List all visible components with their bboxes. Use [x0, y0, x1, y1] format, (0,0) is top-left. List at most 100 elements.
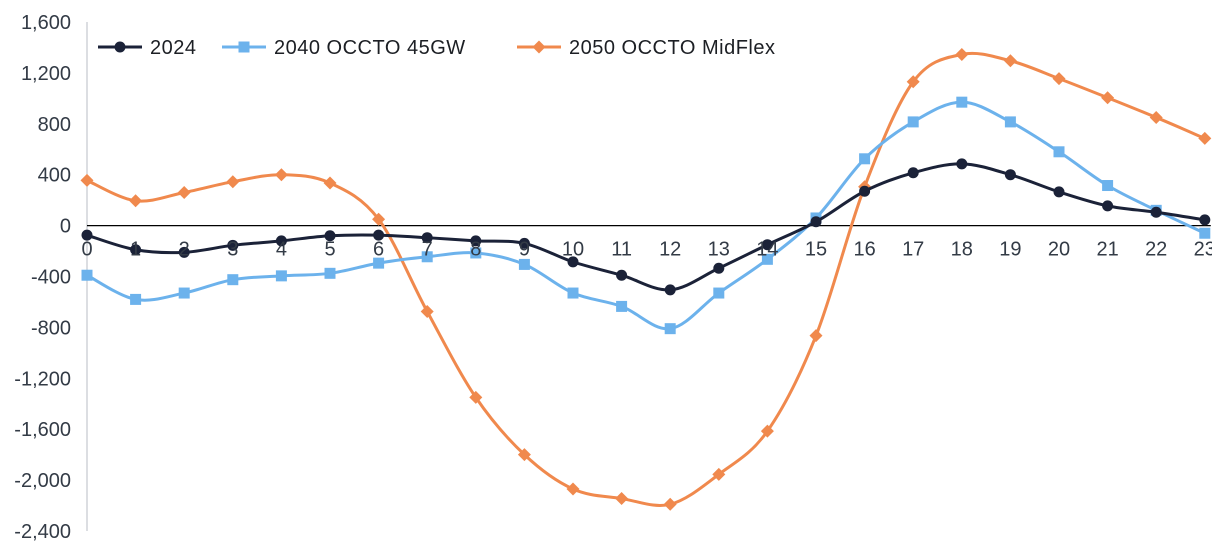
data-point	[713, 287, 725, 299]
data-point	[81, 229, 93, 241]
data-point	[713, 262, 725, 274]
y-tick-label: -1,200	[14, 368, 71, 390]
data-point	[275, 270, 287, 282]
data-point	[518, 237, 530, 249]
data-point	[1003, 54, 1017, 68]
x-tick-label: 8	[470, 239, 481, 261]
data-point	[760, 424, 774, 438]
data-point	[761, 239, 773, 251]
data-point	[518, 258, 530, 270]
x-tick-label: 17	[902, 239, 924, 261]
x-tick-label: 16	[853, 239, 875, 261]
x-tick-label: 18	[951, 239, 973, 261]
legend-item-1: 2040 OCCTO 45GW	[222, 37, 465, 59]
x-tick-label: 6	[373, 239, 384, 261]
data-point	[809, 329, 823, 343]
x-tick-label: 22	[1145, 239, 1167, 261]
x-axis-tick-labels: 0 1 2 3 4 5 6 7 8 9 10 11 12 13 14 15 16 17 18 19 20 21 22 23	[81, 239, 1212, 261]
data-point	[955, 47, 969, 61]
legend-label: 2024	[150, 37, 197, 59]
data-point	[664, 284, 676, 296]
x-tick-label: 4	[276, 239, 287, 261]
data-point	[226, 175, 240, 189]
y-tick-label: 0	[60, 216, 71, 238]
data-point	[810, 216, 822, 228]
data-point	[616, 269, 628, 281]
data-point	[616, 300, 628, 312]
legend: 2024 2040 OCCTO 45GW 2050 OCCTO MidFlex	[98, 37, 775, 59]
series-0	[81, 158, 1211, 296]
legend-item-2: 2050 OCCTO MidFlex	[517, 37, 775, 59]
legend-marker	[238, 41, 250, 53]
x-tick-label: 11	[611, 239, 632, 261]
data-point	[956, 96, 968, 108]
data-point	[907, 167, 919, 179]
data-point	[81, 269, 93, 281]
data-point	[1102, 200, 1114, 212]
data-point	[1150, 206, 1162, 218]
series-line-0	[86, 162, 1206, 292]
data-point	[1199, 227, 1211, 239]
data-point	[177, 186, 191, 200]
x-tick-label: 2	[179, 239, 190, 261]
data-point	[517, 448, 531, 462]
data-point	[469, 390, 483, 404]
series-line-1	[86, 100, 1206, 331]
x-tick-label: 3	[227, 239, 238, 261]
data-point	[130, 293, 142, 305]
x-tick-label: 21	[1096, 239, 1118, 261]
x-tick-label: 23	[1194, 239, 1212, 261]
y-tick-label: 800	[38, 114, 71, 136]
legend-marker	[532, 40, 546, 54]
data-point	[178, 246, 190, 258]
x-tick-label: 19	[999, 239, 1021, 261]
data-point	[1198, 131, 1212, 145]
data-point	[275, 235, 287, 247]
y-tick-label: -800	[31, 317, 71, 339]
data-point	[80, 173, 94, 187]
data-point	[615, 492, 629, 506]
data-point	[420, 304, 434, 318]
x-tick-label: 14	[756, 239, 778, 261]
data-point	[663, 497, 677, 511]
series-line-2	[86, 51, 1206, 507]
data-point	[664, 323, 676, 335]
y-tick-label: 1,200	[21, 63, 71, 85]
legend-label: 2050 OCCTO MidFlex	[569, 37, 775, 59]
data-point	[1004, 169, 1016, 181]
data-point	[227, 274, 239, 286]
data-point	[324, 230, 336, 242]
y-tick-label: -1,600	[14, 419, 71, 441]
x-tick-label: 1	[130, 239, 141, 261]
x-tick-label: 10	[562, 239, 584, 261]
x-tick-label: 9	[519, 239, 530, 261]
data-point	[129, 194, 143, 208]
data-point	[1199, 214, 1211, 226]
data-point	[1101, 91, 1115, 105]
data-point	[1052, 72, 1066, 86]
x-tick-label: 0	[81, 239, 92, 261]
data-point	[227, 239, 239, 251]
data-point	[907, 116, 919, 128]
x-tick-label: 5	[324, 239, 335, 261]
x-tick-label: 12	[659, 239, 681, 261]
data-point	[859, 153, 871, 165]
series-layer	[80, 47, 1212, 511]
x-tick-label: 13	[708, 239, 730, 261]
data-point	[761, 253, 773, 265]
data-point	[567, 287, 579, 299]
series-2	[80, 47, 1212, 511]
data-point	[859, 185, 871, 197]
data-point	[421, 232, 433, 244]
y-tick-label: 400	[38, 165, 71, 187]
data-point	[323, 176, 337, 190]
y-tick-label: -400	[31, 267, 71, 289]
series-1	[81, 96, 1211, 335]
y-tick-label: 1,600	[21, 12, 71, 34]
y-tick-label: -2,000	[14, 470, 71, 492]
data-point	[373, 257, 385, 269]
legend-item-0: 2024	[98, 37, 197, 59]
data-point	[956, 158, 968, 170]
data-point	[421, 251, 433, 263]
